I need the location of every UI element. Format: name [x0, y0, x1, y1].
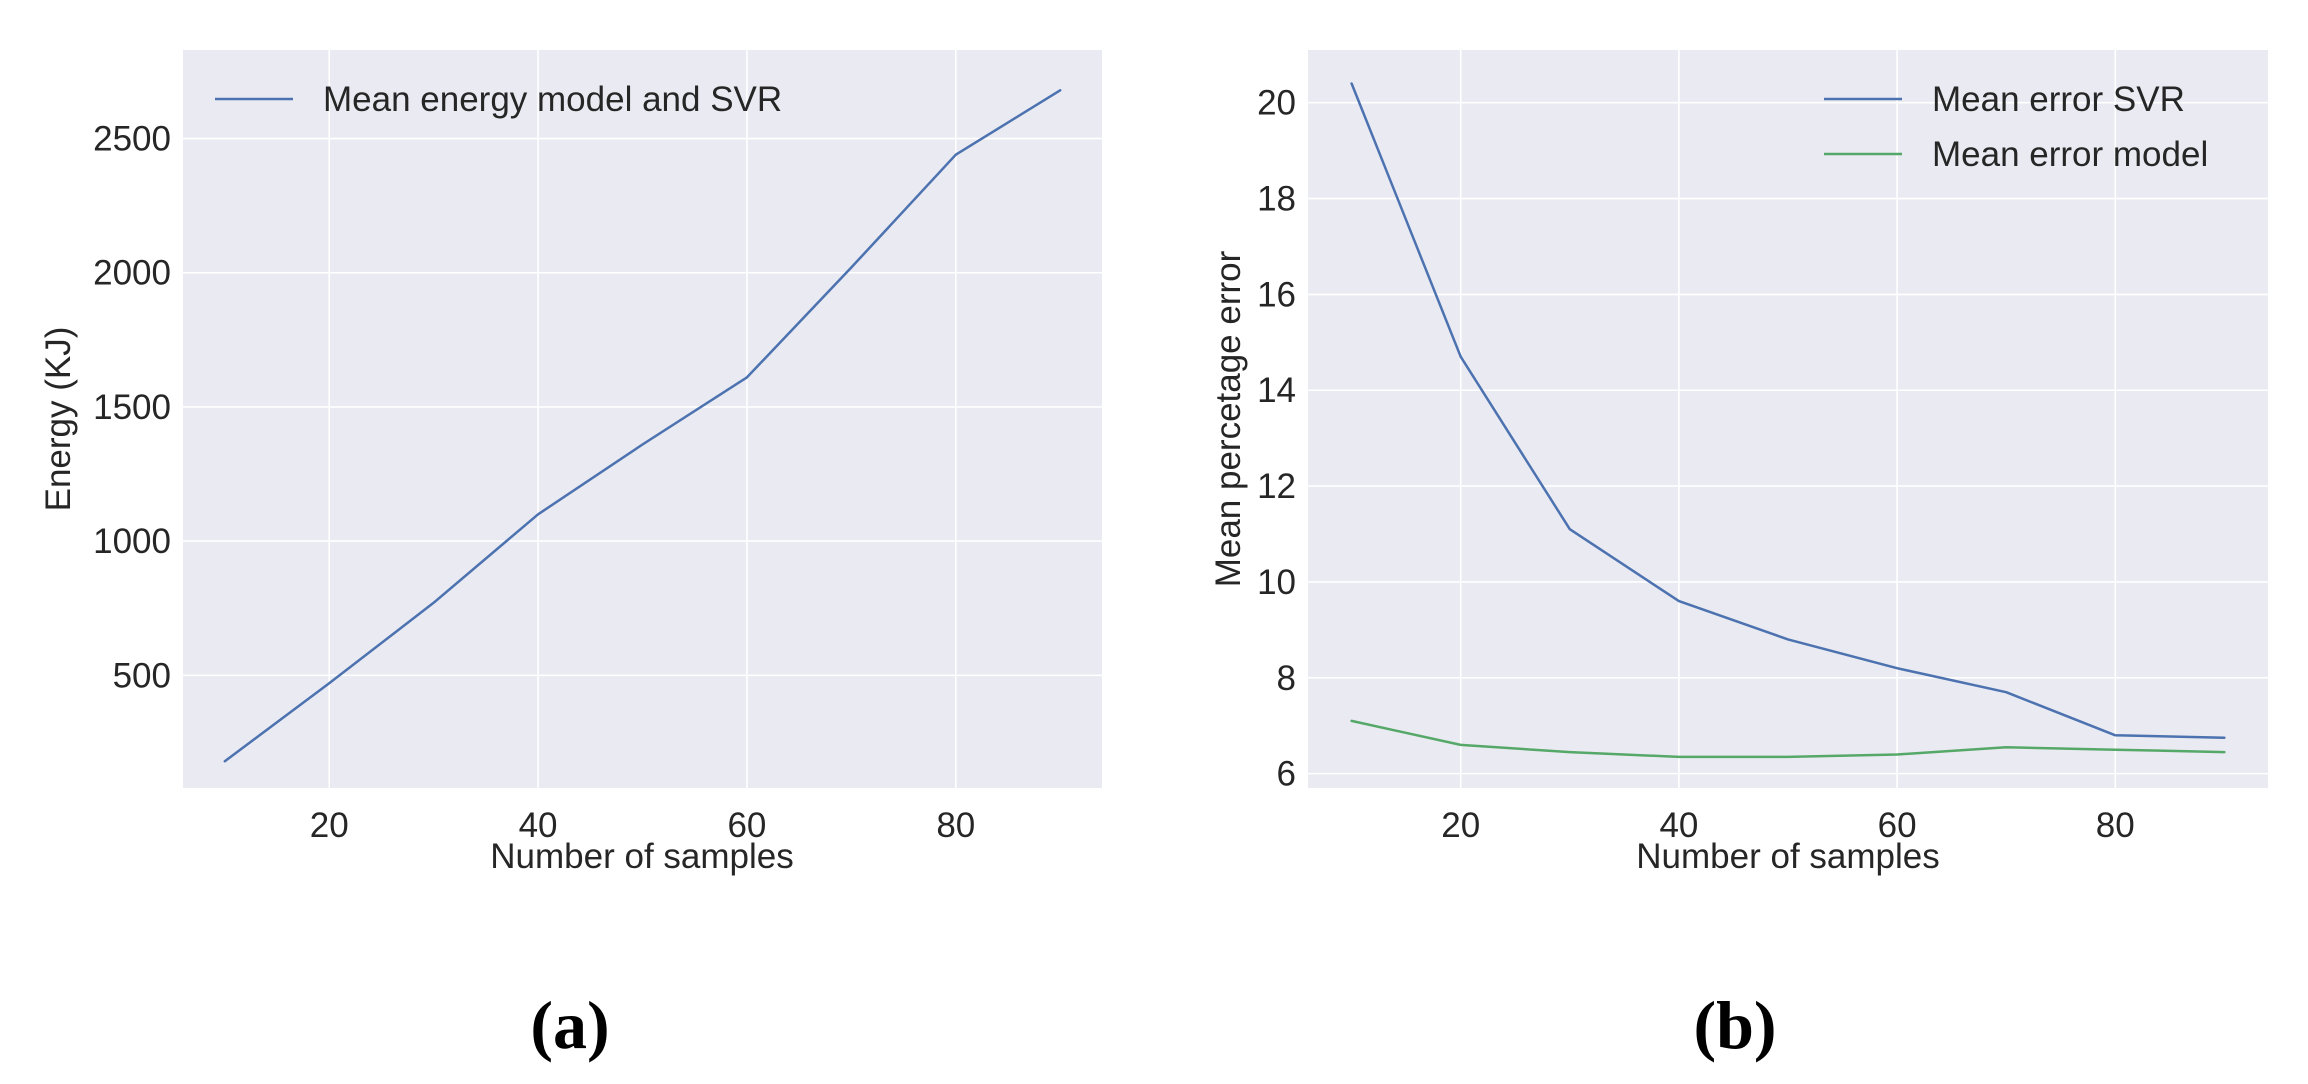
x-tick-label-20: 20 [310, 806, 349, 845]
y-tick-label-16: 16 [1257, 275, 1296, 314]
panel-label-b: (b) [1693, 987, 1776, 1063]
legend-label-mean-energy: Mean energy model and SVR [323, 80, 782, 119]
x-tick-label-80: 80 [936, 806, 975, 845]
x-tick-label-60: 60 [727, 806, 766, 845]
x-axis-title-a: Number of samples [490, 837, 793, 876]
panel-label-a: (a) [530, 987, 609, 1063]
grid-b [1308, 50, 2268, 788]
legend-label-mean-error-model: Mean error model [1932, 135, 2208, 174]
y-tick-label-20: 20 [1257, 84, 1296, 123]
y-tick-label-8: 8 [1277, 659, 1296, 698]
y-axis-title-a: Energy (KJ) [39, 327, 78, 512]
x-tick-label-60: 60 [1878, 806, 1917, 845]
x-tick-label-40: 40 [1659, 806, 1698, 845]
y-tick-label-500: 500 [113, 656, 171, 695]
legend-a: Mean energy model and SVR [215, 80, 782, 119]
y-tick-label-12: 12 [1257, 467, 1296, 506]
plot-area-b [1308, 50, 2268, 788]
series-lines-b [1350, 82, 2226, 759]
x-tick-label-80: 80 [2096, 806, 2135, 845]
y-tick-label-14: 14 [1257, 371, 1296, 410]
grid-a [183, 50, 1102, 788]
y-tick-label-1000: 1000 [93, 522, 171, 561]
y-axis-title-b: Mean percetage error [1209, 250, 1248, 587]
panel-a-energy-chart: 20 40 60 80 500 1000 1500 2000 2500 Number of sa… [39, 50, 1102, 1063]
y-tick-label-1500: 1500 [93, 388, 171, 427]
tick-labels-b: 20 40 60 80 6 8 10 12 14 16 18 20 [1257, 84, 2135, 845]
series-line-mean-error-model [1350, 719, 2226, 759]
series-lines-a [223, 89, 1062, 763]
y-tick-label-6: 6 [1277, 755, 1296, 794]
y-tick-label-2000: 2000 [93, 254, 171, 293]
tick-labels-a: 20 40 60 80 500 1000 1500 2000 2500 [93, 120, 975, 845]
x-tick-label-40: 40 [519, 806, 558, 845]
legend-label-mean-error-svr: Mean error SVR [1932, 80, 2185, 119]
y-tick-label-10: 10 [1257, 563, 1296, 602]
series-line-mean-error-svr [1350, 82, 2226, 739]
legend-b: Mean error SVR Mean error model [1824, 80, 2208, 174]
y-tick-label-18: 18 [1257, 180, 1296, 219]
plot-area-a [183, 50, 1102, 788]
y-tick-label-2500: 2500 [93, 120, 171, 159]
x-tick-label-20: 20 [1441, 806, 1480, 845]
panel-b-error-chart: 20 40 60 80 6 8 10 12 14 16 18 20 Number of samples… [1209, 50, 2268, 1063]
x-axis-title-b: Number of samples [1636, 837, 1939, 876]
